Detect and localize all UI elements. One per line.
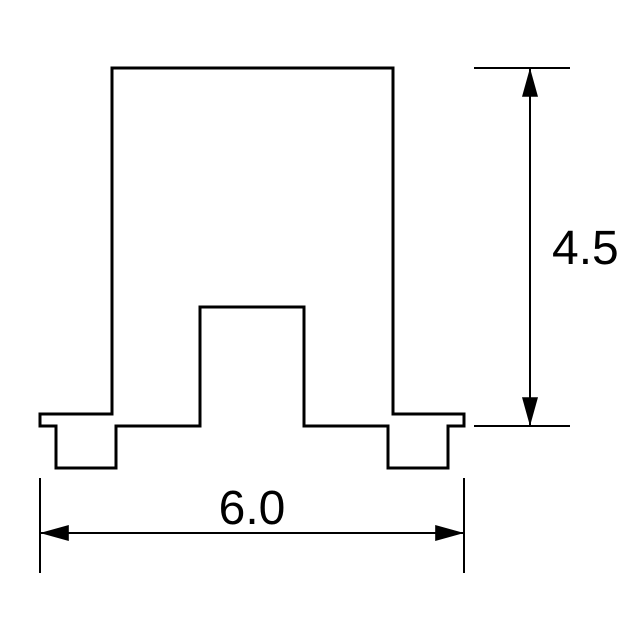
height-dimension: 4.5: [474, 68, 619, 426]
width-dimension: 6.0: [40, 478, 464, 573]
height-label: 4.5: [552, 222, 619, 275]
width-label: 6.0: [219, 482, 286, 535]
component-outline: [40, 68, 464, 468]
